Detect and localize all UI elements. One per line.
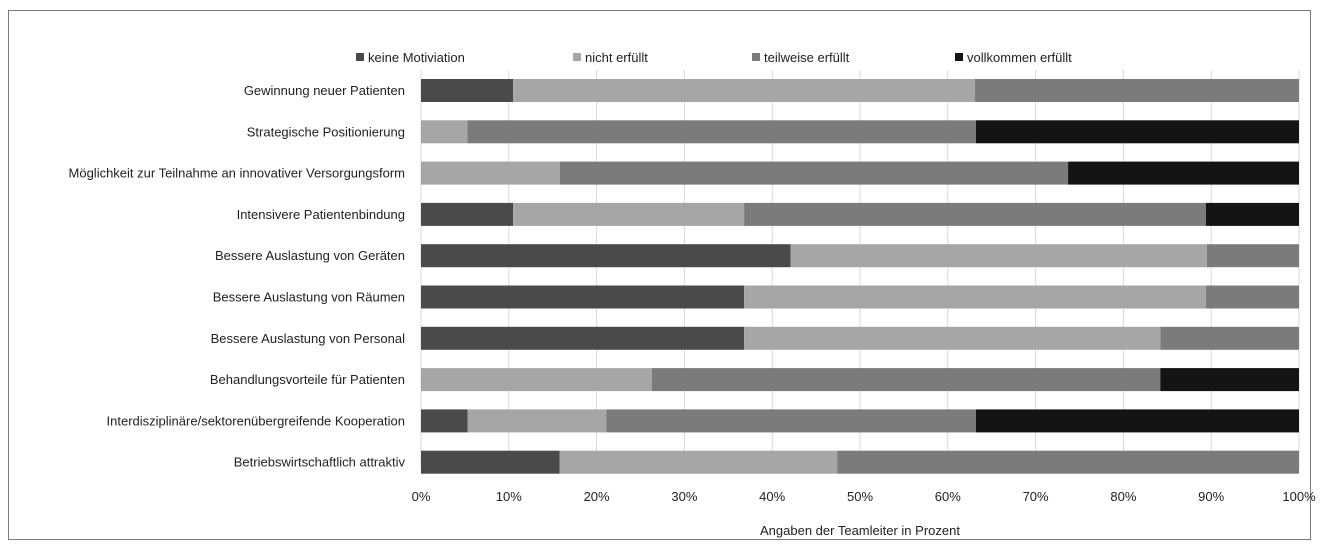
bar-segment <box>744 285 1206 309</box>
bar-segment <box>421 79 514 102</box>
bar-segment <box>421 120 468 144</box>
x-tick-label: 40% <box>759 489 785 504</box>
x-tick-label: 60% <box>935 489 961 504</box>
x-tick-label: 50% <box>847 489 873 504</box>
bar-segment <box>559 161 1069 185</box>
bar-segment <box>1160 326 1299 350</box>
category-label: Gewinnung neuer Patienten <box>244 83 405 98</box>
category-label: Bessere Auslastung von Räumen <box>213 290 405 305</box>
bar-segment <box>421 161 560 185</box>
category-label: Betriebswirtschaftlich attraktiv <box>234 455 406 470</box>
x-tick-label: 30% <box>671 489 697 504</box>
bar-segment <box>421 285 745 309</box>
category-label: Interdisziplinäre/sektorenübergreifende … <box>107 413 405 428</box>
legend-swatch <box>955 53 963 61</box>
bar-segment <box>421 244 791 268</box>
legend-label: keine Motiviation <box>368 50 465 65</box>
legend: keine Motiviation nicht erfüllt teilweise … <box>356 50 1072 65</box>
legend-swatch <box>752 53 760 61</box>
category-label: Möglichkeit zur Teilnahme an innovativer… <box>69 166 405 181</box>
legend-swatch <box>573 53 581 61</box>
x-axis-label: Angaben der Teamleiter in Prozent <box>760 523 960 538</box>
bar-segment <box>837 450 1299 474</box>
category-label: Behandlungsvorteile für Patienten <box>210 372 405 387</box>
bar-segment <box>744 326 1161 350</box>
bar-segment <box>513 202 745 226</box>
bar-segment <box>790 244 1207 268</box>
bars <box>421 79 1299 474</box>
bar-segment <box>421 368 652 392</box>
bar-segment <box>975 79 1299 102</box>
bar-segment <box>1205 202 1299 226</box>
x-tick-labels: 0% 10% 20% 30% 40% 50% 60% 70% 80% 90% 100% <box>412 489 1316 504</box>
bar-segment <box>421 409 468 433</box>
bar-segment <box>467 409 607 433</box>
x-tick-label: 10% <box>496 489 522 504</box>
bar-segment <box>975 120 1299 144</box>
legend-label: vollkommen erfüllt <box>967 50 1072 65</box>
bar-segment <box>744 202 1206 226</box>
x-tick-label: 0% <box>412 489 431 504</box>
bar-segment <box>651 368 1161 392</box>
bar-segment <box>1205 285 1299 309</box>
x-tick-label: 80% <box>1110 489 1136 504</box>
bar-segment <box>559 450 838 474</box>
category-label: Strategische Positionierung <box>247 124 405 139</box>
x-tick-label: 20% <box>584 489 610 504</box>
bar-segment <box>421 202 514 226</box>
bar-segment <box>1068 161 1299 185</box>
legend-label: nicht erfüllt <box>585 50 648 65</box>
legend-swatch <box>356 53 364 61</box>
category-label: Bessere Auslastung von Personal <box>211 331 406 346</box>
bar-segment <box>467 120 976 144</box>
bar-segment <box>1206 244 1299 268</box>
category-label: Bessere Auslastung von Geräten <box>215 248 405 263</box>
bar-segment <box>1160 368 1299 392</box>
x-tick-label: 90% <box>1198 489 1224 504</box>
category-labels: Gewinnung neuer Patienten Strategische Po… <box>69 83 406 470</box>
bar-segment <box>421 326 745 350</box>
bar-segment <box>421 450 560 474</box>
category-label: Intensivere Patientenbindung <box>237 207 405 222</box>
x-tick-label: 70% <box>1023 489 1049 504</box>
x-tick-label: 100% <box>1282 489 1316 504</box>
legend-label: teilweise erfüllt <box>764 50 850 65</box>
bar-segment <box>513 79 976 102</box>
bar-segment <box>975 409 1299 433</box>
bar-segment <box>606 409 976 433</box>
